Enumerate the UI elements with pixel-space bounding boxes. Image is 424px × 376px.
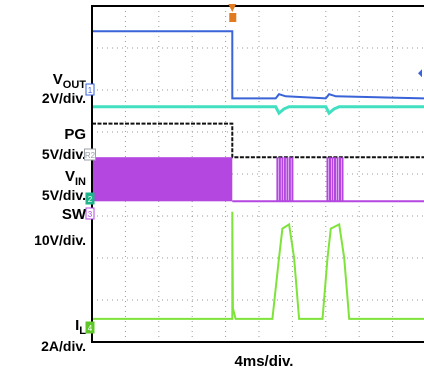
channel-sw-label: SW	[62, 206, 87, 223]
channel-marker	[85, 207, 95, 220]
traces	[92, 30, 424, 320]
channel-scale-label: 10V/div.	[34, 232, 86, 248]
channel-marker	[85, 83, 95, 96]
channel-vin-label: VIN	[65, 168, 86, 188]
trace-pg	[92, 122, 424, 159]
trigger-position-marker	[228, 4, 237, 12]
plot-frame	[91, 5, 424, 343]
channel-marker	[84, 148, 96, 161]
channel-il-label: IL	[75, 317, 86, 337]
channel-marker	[85, 321, 95, 334]
trace-sw-burst	[92, 157, 233, 202]
channel-pg-label: PG	[64, 126, 86, 143]
channel-marker-number: 4	[88, 324, 93, 333]
channel-marker-number: 1	[88, 86, 93, 95]
trigger-level-marker	[418, 69, 422, 78]
channel-marker-number: 3	[88, 210, 93, 219]
x-axis-label: 4ms/div.	[235, 353, 294, 370]
channel-marker-number: R2	[85, 151, 96, 160]
trace-vin	[92, 105, 424, 116]
trace-sw	[232, 157, 424, 203]
channel-scale-label: 2V/div.	[42, 90, 86, 106]
channel-scale-label: 2A/div.	[41, 338, 86, 354]
trace-il	[92, 211, 424, 320]
trigger-markers	[228, 4, 422, 78]
channel-marker-number: 2	[88, 195, 93, 204]
trigger-flag	[229, 13, 237, 22]
channel-scale-label: 5V/div.	[42, 187, 86, 203]
channel-vout-label: VOUT	[53, 71, 87, 91]
trace-vout	[92, 30, 424, 100]
channel-scale-label: 5V/div.	[42, 146, 86, 162]
channel-marker	[85, 192, 95, 205]
